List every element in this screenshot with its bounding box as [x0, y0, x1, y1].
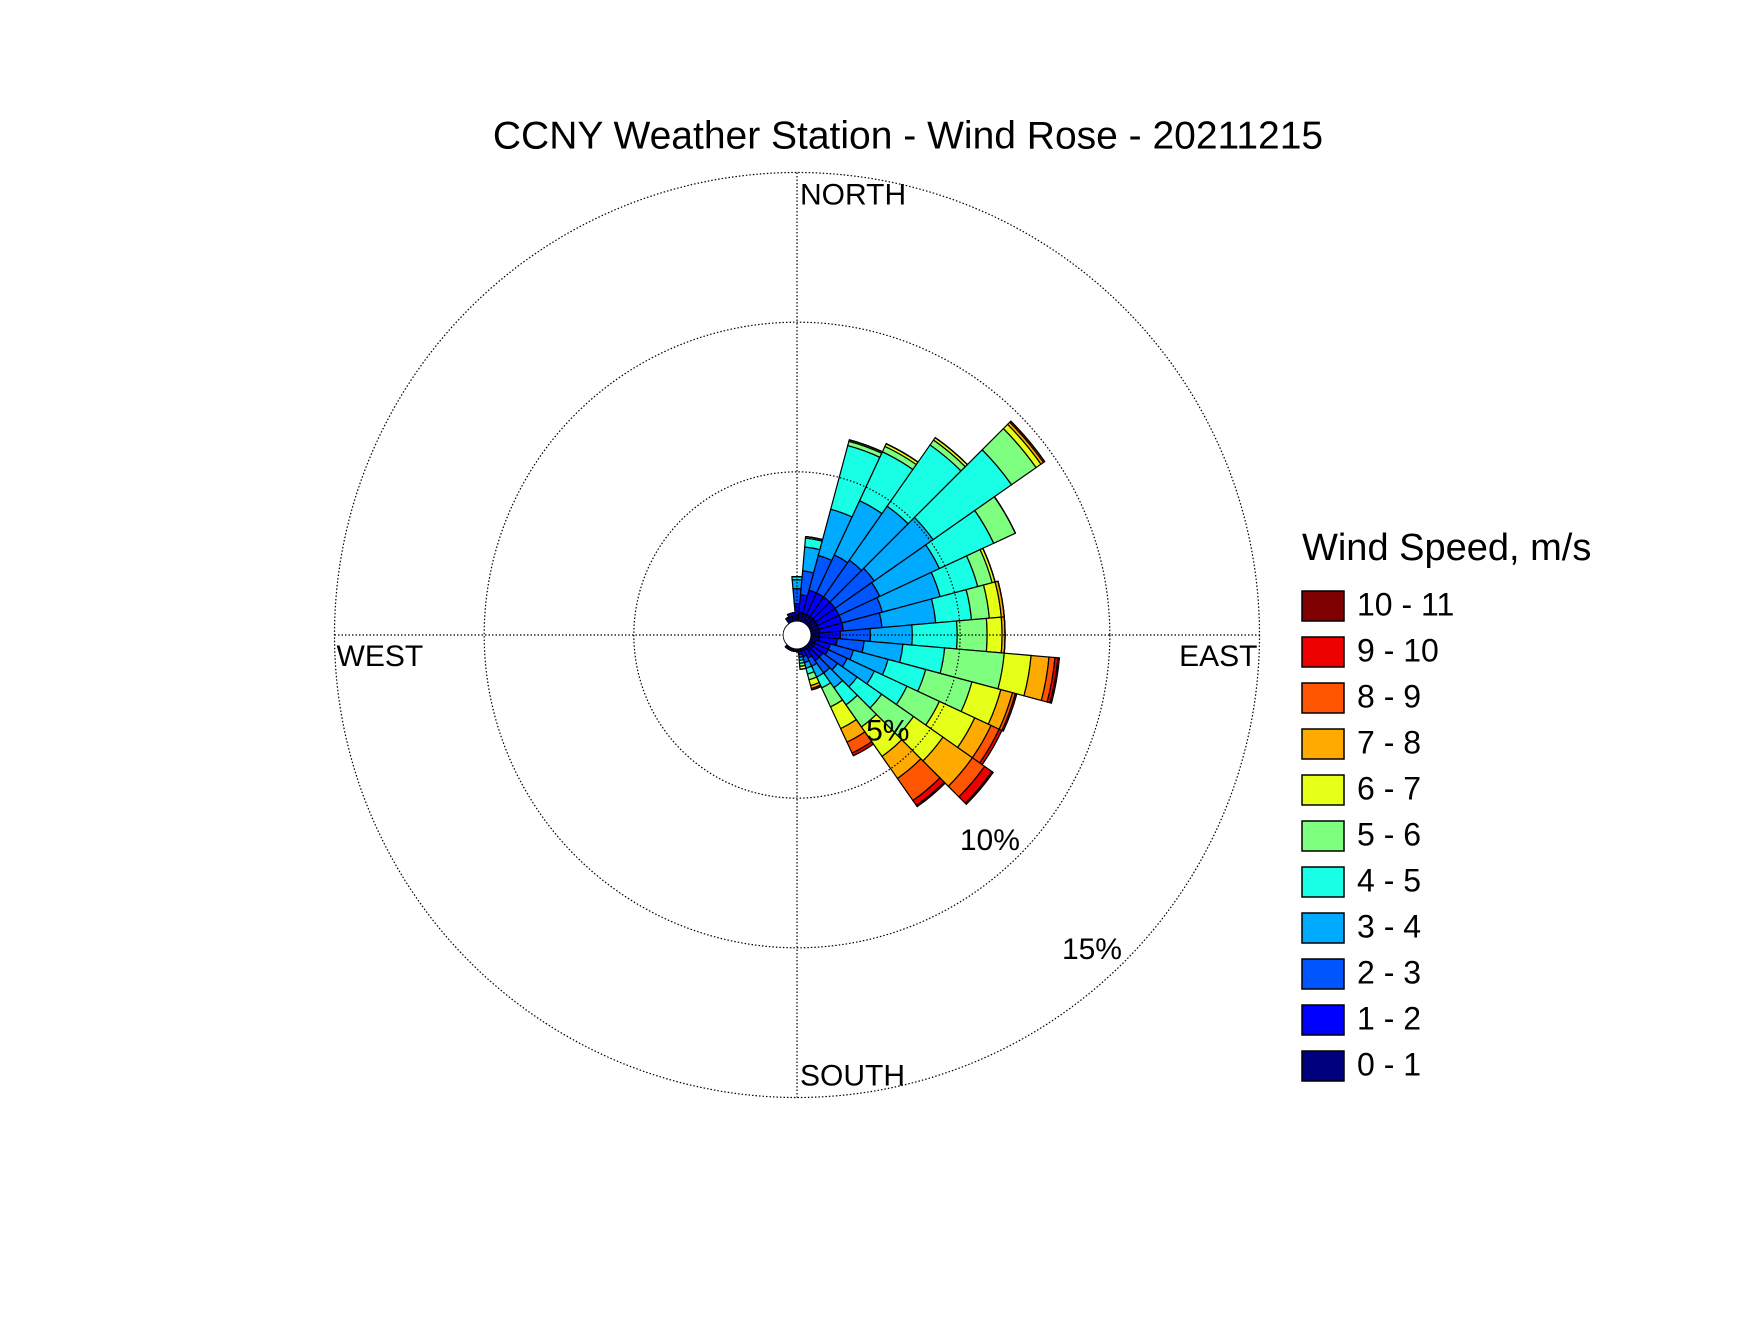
r-tick-label: 5%	[866, 714, 909, 747]
legend-swatch	[1302, 1051, 1344, 1081]
legend-label: 4 - 5	[1357, 862, 1421, 898]
center-hole	[784, 622, 811, 649]
legend-swatch	[1302, 637, 1344, 667]
legend-label: 0 - 1	[1357, 1046, 1421, 1082]
legend-swatch	[1302, 867, 1344, 897]
r-tick-label: 10%	[960, 824, 1020, 857]
wedge-segment	[792, 580, 802, 589]
legend-swatch	[1302, 821, 1344, 851]
legend-swatch	[1302, 591, 1344, 621]
legend-label: 8 - 9	[1357, 678, 1421, 714]
direction-label: WEST	[337, 640, 424, 673]
direction-label: NORTH	[800, 178, 906, 211]
legend-label: 10 - 11	[1357, 586, 1454, 622]
legend-label: 6 - 7	[1357, 770, 1421, 806]
r-tick-label: 15%	[1062, 933, 1122, 966]
legend-swatch	[1302, 729, 1344, 759]
legend-swatch	[1302, 775, 1344, 805]
legend-label: 9 - 10	[1357, 632, 1439, 668]
wedge-segment	[912, 621, 957, 649]
legend-label: 3 - 4	[1357, 908, 1421, 944]
chart-title: CCNY Weather Station - Wind Rose - 20211…	[493, 114, 1323, 157]
legend-swatch	[1302, 683, 1344, 713]
direction-label: SOUTH	[800, 1059, 905, 1092]
legend-swatch	[1302, 913, 1344, 943]
wedge-segment	[791, 613, 795, 614]
legend-swatch	[1302, 1005, 1344, 1035]
direction-label: EAST	[1179, 640, 1257, 673]
legend-swatch	[1302, 959, 1344, 989]
legend-label: 7 - 8	[1357, 724, 1421, 760]
legend-title: Wind Speed, m/s	[1302, 527, 1591, 569]
legend-label: 2 - 3	[1357, 954, 1421, 990]
legend-label: 5 - 6	[1357, 816, 1421, 852]
legend-label: 1 - 2	[1357, 1000, 1421, 1036]
